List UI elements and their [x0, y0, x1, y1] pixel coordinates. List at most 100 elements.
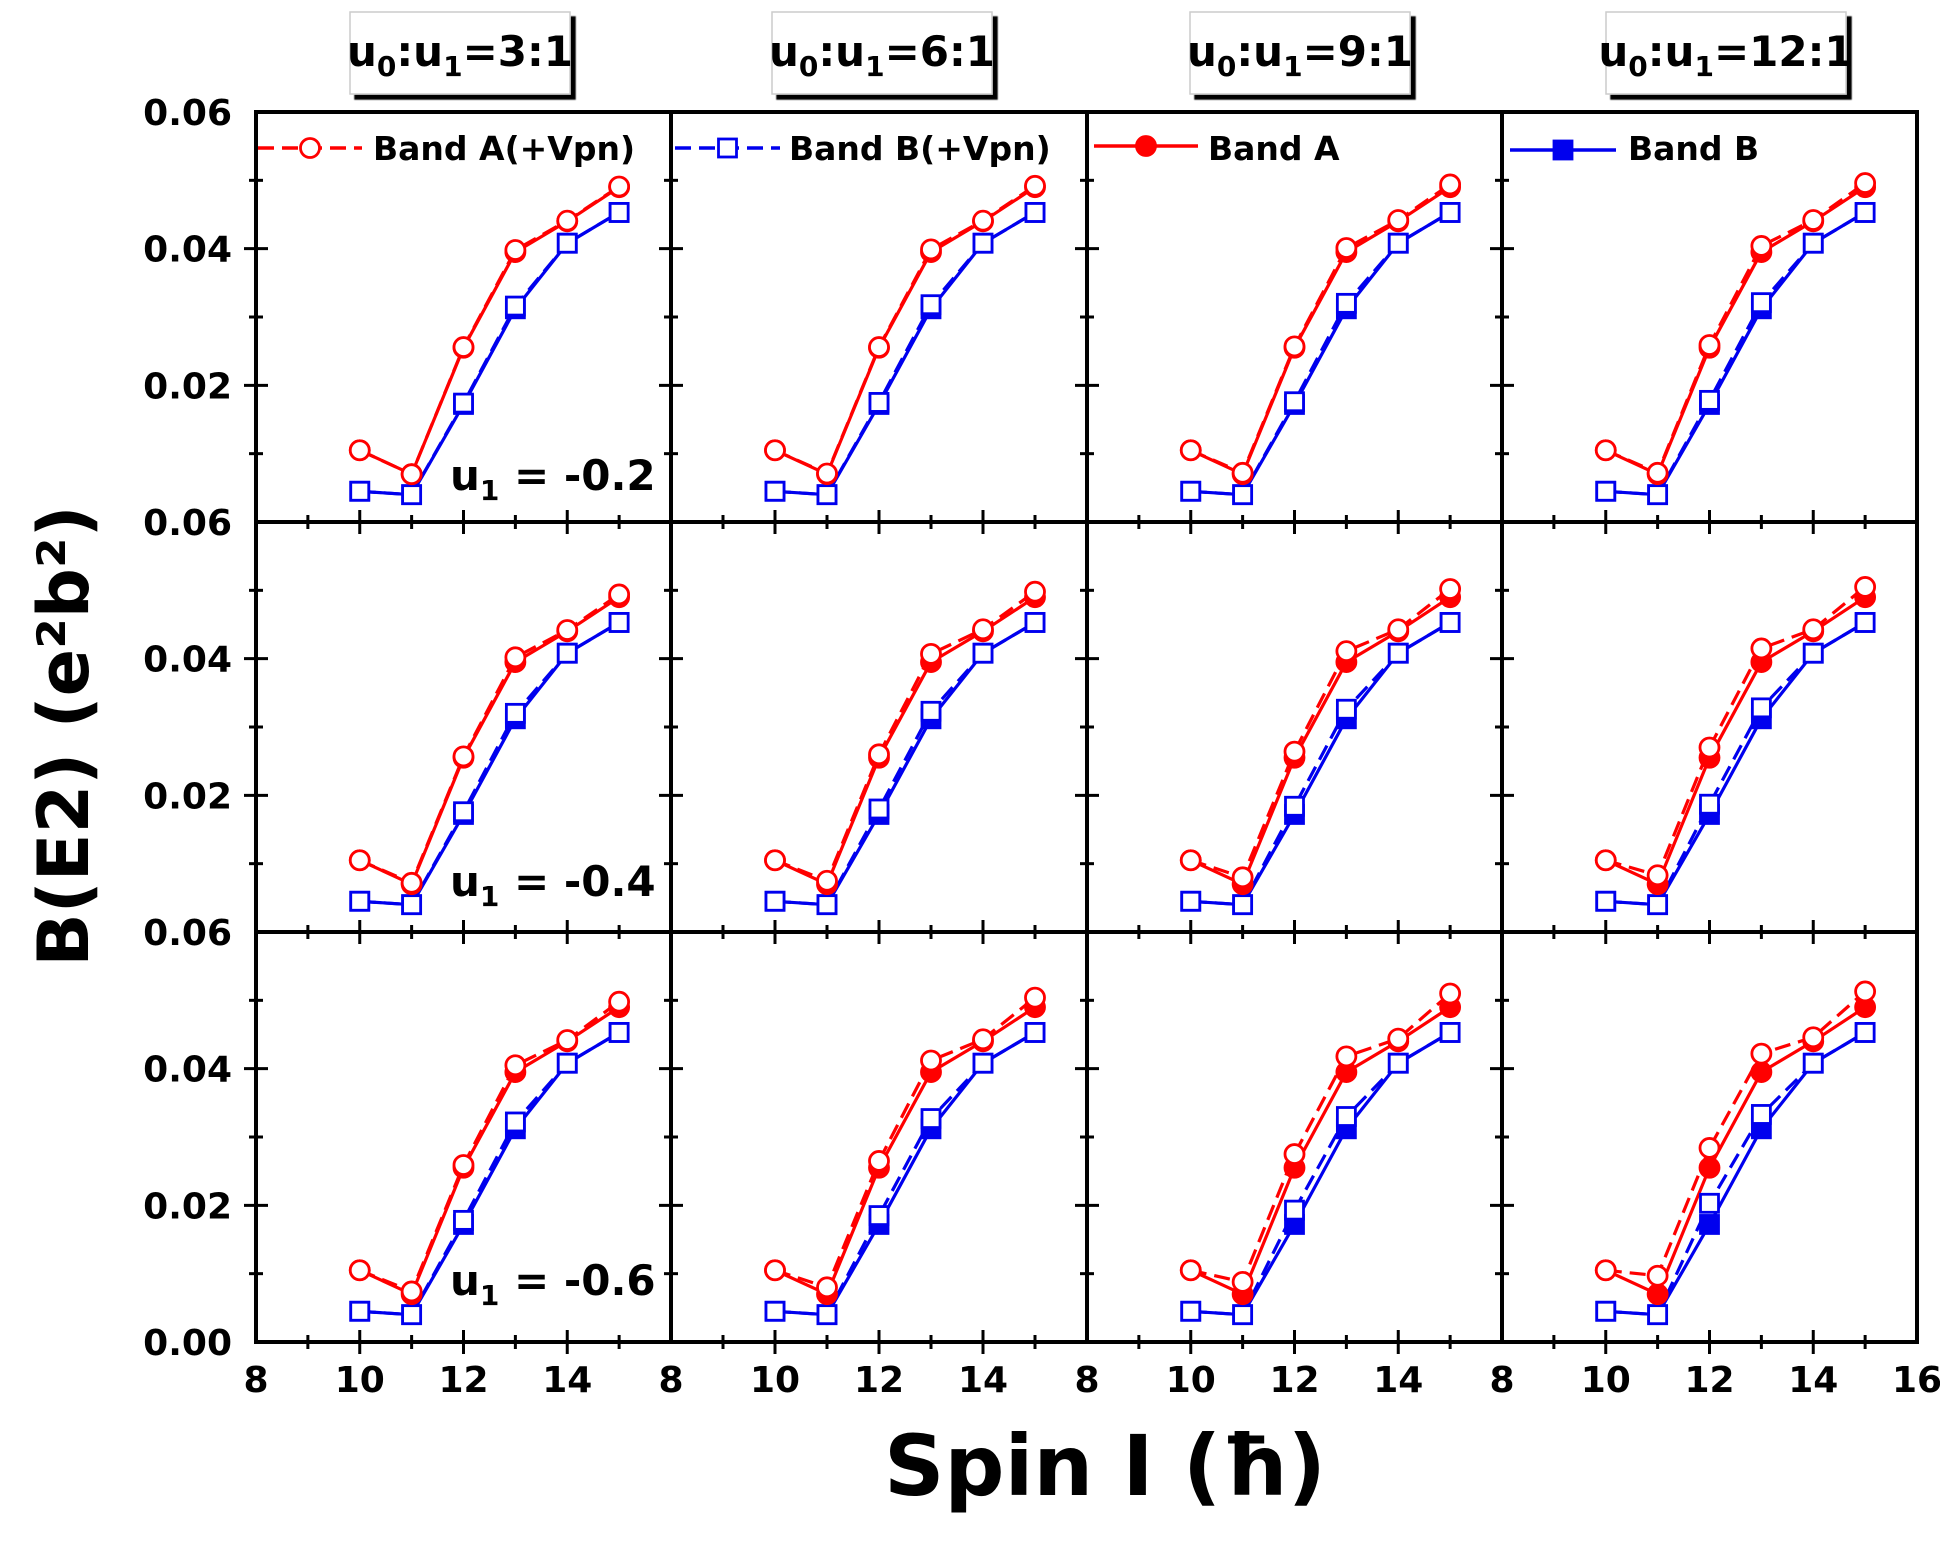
data-point-band-b-vpn: [1595, 480, 1617, 502]
data-point-band-b-vpn: [349, 890, 371, 912]
legend-marker-band-b-vpn: [717, 137, 738, 159]
data-point-band-a-vpn: [1387, 1027, 1410, 1050]
data-point-band-a-vpn: [452, 336, 475, 358]
legend: [258, 135, 1616, 161]
y-tick-label: 0.02: [143, 366, 232, 407]
data-point-band-a-vpn: [556, 619, 579, 641]
data-point-band-b-vpn: [1750, 1104, 1772, 1125]
data-point-band-b-vpn: [1180, 1300, 1202, 1322]
y-tick-label: 0.02: [143, 776, 232, 817]
series-line-band-a-vpn: [774, 184, 1036, 476]
data-point-band-b-vpn: [504, 1111, 526, 1133]
data-point-band-a-vpn: [504, 1054, 527, 1077]
panel-r2-c2: [659, 520, 1089, 944]
column-title-3: u0:u1=9:1: [1187, 11, 1413, 95]
data-point-band-b-vpn: [1387, 232, 1409, 254]
series-line-band-b-vpn: [774, 621, 1036, 907]
column-title-1: u0:u1=3:1: [347, 11, 573, 95]
data-point-band-b-vpn: [453, 801, 474, 823]
data-point-band-a-vpn: [1283, 1143, 1306, 1165]
series-line-band-a-vpn: [1190, 183, 1452, 475]
data-point-band-a-vpn: [1594, 439, 1617, 462]
data-point-band-b-vpn: [453, 392, 474, 414]
data-point-band-a-vpn: [1802, 618, 1825, 641]
data-point-band-a-vpn: [1594, 1259, 1617, 1282]
data-point-band-b-vpn: [1647, 484, 1669, 506]
row-label-2: u1 = -0.4: [450, 857, 656, 913]
data-point-band-a-vpn: [400, 871, 423, 894]
data-point-band-a-vpn: [1231, 461, 1254, 484]
data-point-band-b-vpn: [868, 798, 890, 820]
data-point-band-a-vpn: [1802, 1026, 1825, 1049]
data-point-band-a-vpn: [1024, 174, 1046, 197]
data-point-band-b-vpn: [1595, 890, 1617, 912]
data-point-band-b-vpn: [349, 480, 371, 502]
data-point-band-b-vpn: [868, 1205, 890, 1226]
panel-frame: [1500, 110, 1919, 524]
x-axis-title: Spin I (ħ): [884, 1417, 1326, 1515]
series-line-band-a-vpn: [774, 996, 1037, 1289]
data-point-band-a-vpn: [1698, 1137, 1721, 1159]
series-line-band-a: [1605, 1005, 1866, 1296]
data-point-band-b-vpn: [1024, 612, 1046, 633]
data-point-band-b-vpn: [1802, 1052, 1824, 1074]
data-point-band-a-vpn: [1854, 980, 1877, 1003]
data-point-band-b-vpn: [1284, 391, 1305, 413]
y-tick-label: 0.00: [143, 1323, 232, 1364]
series-line-band-a: [359, 595, 620, 886]
data-point-band-b-vpn: [608, 612, 630, 633]
panel-frame: [669, 930, 1089, 1344]
legend-label-band-a: Band A: [1208, 129, 1340, 168]
series-line-band-b: [1190, 1031, 1451, 1317]
x-tick-label: 12: [1684, 1360, 1734, 1401]
data-point-band-b-vpn: [816, 894, 838, 916]
data-point-band-b-vpn: [972, 1052, 994, 1074]
series-line-band-a-vpn: [1605, 181, 1867, 475]
legend-label-band-b-vpn: Band B(+Vpn): [789, 129, 1051, 168]
data-point-band-a-vpn: [1854, 172, 1877, 194]
data-point-band-a-vpn: [556, 1029, 579, 1051]
data-point-band-a-vpn: [1231, 866, 1254, 889]
data-point-band-a-vpn: [1179, 439, 1202, 462]
panel-frame: [1500, 520, 1919, 934]
svg-text:u0:u1=3:1: u0:u1=3:1: [347, 27, 573, 83]
panel-r3-c1: [244, 930, 673, 1354]
data-point-band-b-vpn: [349, 1300, 371, 1322]
data-point-band-b-vpn: [1232, 484, 1254, 506]
x-tick-label: 14: [1373, 1360, 1423, 1401]
x-tick-label: 10: [1581, 1360, 1631, 1401]
data-point-band-a-vpn: [1646, 864, 1669, 887]
series-line-band-a-vpn: [1190, 992, 1452, 1284]
data-point-band-b-vpn: [1232, 1304, 1254, 1326]
data-point-band-b-vpn: [1335, 1106, 1357, 1127]
data-point-band-a-vpn: [1283, 335, 1306, 358]
x-tick-label: 16: [1892, 1360, 1940, 1401]
data-point-band-b-vpn: [1180, 480, 1202, 502]
data-point-band-b-vpn: [972, 232, 994, 254]
y-tick-label: 0.02: [143, 1186, 232, 1227]
row-label-3: u1 = -0.6: [450, 1256, 656, 1312]
panel-r1-c3: [1075, 110, 1504, 534]
data-point-band-a-vpn: [1750, 637, 1773, 660]
data-point-band-b-vpn: [1699, 793, 1720, 815]
data-point-band-b-vpn: [920, 1108, 942, 1129]
series-line-band-a-vpn: [359, 185, 620, 476]
data-point-band-a-vpn: [504, 646, 527, 669]
data-point-band-a-vpn: [972, 1028, 994, 1051]
legend-marker-band-a-vpn: [299, 137, 321, 159]
data-point-band-b-vpn: [1595, 1300, 1617, 1322]
data-point-band-a-vpn: [1646, 461, 1669, 484]
y-tick-label: 0.06: [143, 93, 232, 134]
svg-text:u0:u1=9:1: u0:u1=9:1: [1187, 27, 1413, 83]
data-point-band-a-vpn: [1024, 986, 1046, 1009]
series-line-band-a-vpn: [1605, 990, 1867, 1278]
data-point-band-a-vpn: [1335, 237, 1358, 259]
data-point-band-b-vpn: [608, 202, 630, 223]
data-point-band-a-vpn: [1024, 580, 1046, 603]
y-tick-label: 0.06: [143, 913, 232, 954]
data-point-band-a-vpn: [1335, 1045, 1358, 1068]
x-tick-label: 12: [1269, 1360, 1319, 1401]
data-point-band-a-vpn: [764, 849, 786, 872]
column-title-4: u0:u1=12:1: [1598, 11, 1854, 95]
data-point-band-a-vpn: [1802, 209, 1825, 231]
